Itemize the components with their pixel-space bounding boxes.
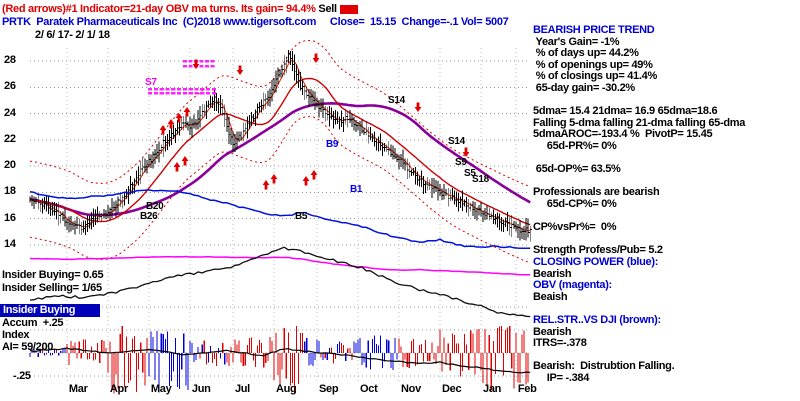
stat-line: Bearish — [533, 325, 572, 338]
stat-line: IP= -.384 — [533, 372, 590, 384]
lower-band — [29, 116, 531, 264]
price-grid — [30, 60, 530, 377]
ma65-line — [29, 101, 531, 217]
insider-buying-strip-text: Insider Buying — [3, 304, 76, 316]
minus-25-label: -.25 — [13, 370, 31, 382]
ai-label: AI= 59/200 — [2, 341, 54, 353]
stat-line: BEARISH PRICE TREND — [533, 24, 655, 36]
stat-line: Professionals are bearish — [533, 186, 660, 199]
indicator-headline-text: (Red arrows)#1 Indicator=21-day OBV ma t… — [2, 3, 316, 15]
insider-buying-strip: Insider Buying — [0, 304, 100, 317]
ma21-line — [29, 77, 531, 226]
insider-buying-label: Insider Buying= 0.65 — [2, 269, 104, 281]
red-down-arrows — [192, 53, 470, 157]
insider-selling-label: Insider Selling= 1/65 — [2, 282, 102, 294]
stat-line: 65d-PR%= 0% — [533, 140, 617, 152]
stat-line: Bearish: Distrubtion Falling. — [533, 360, 675, 373]
sell-dash-marks — [148, 60, 216, 95]
stat-line: REL.STR..VS DJI (brown): — [533, 314, 661, 326]
indicator-headline: (Red arrows)#1 Indicator=21-day OBV ma t… — [2, 4, 358, 15]
sell-signal-word: Sell — [318, 3, 337, 15]
stat-line: 65-day gain= -30.2% — [533, 82, 635, 94]
stat-line: Bearish — [533, 267, 572, 280]
stat-line: % of closings up= 41.4% — [533, 70, 657, 83]
stat-line: Falling 5-dma falling 21-dma falling 65-… — [533, 116, 746, 129]
accum-index-line — [29, 347, 531, 374]
closing-power-line — [29, 189, 531, 250]
stat-line: % of days up= 44.2% — [533, 47, 639, 60]
title-line: PRTK Paratek Pharmaceuticals Inc (C)2018… — [2, 16, 509, 28]
stat-line: CP%vsPr%= 0% — [533, 221, 617, 234]
accum-index-bars — [29, 326, 529, 395]
upper-band — [29, 39, 531, 188]
sell-signal-box — [339, 4, 358, 14]
obv-line — [29, 255, 531, 276]
stat-line: 5dmaAROC=-193.4 % PivotP= 15.45 — [533, 128, 713, 141]
index-label: Index — [2, 329, 30, 341]
ma5-line — [29, 59, 531, 232]
stat-line: Beaish — [533, 290, 568, 303]
stat-line: 5dma= 15.4 21dma= 16.9 65dma=18.6 — [533, 105, 718, 118]
stat-line: OBV (magenta): — [533, 279, 612, 292]
stat-line: Year's Gain= -1% — [533, 35, 620, 48]
stat-line: 65d-CP%= 0% — [533, 198, 617, 210]
accum-label: Accum +.25 — [2, 317, 64, 329]
stat-line: % of openings up= 49% — [533, 58, 653, 71]
stat-line: ITRS=-.378 — [533, 337, 587, 350]
red-up-arrows — [159, 107, 318, 190]
right-stats-panel: BEARISH PRICE TREND Year's Gain= -1% % o… — [533, 25, 799, 401]
stat-line: 65d-OP%= 63.5% — [533, 163, 621, 176]
stat-line: CLOSING POWER (blue): — [533, 256, 659, 268]
stat-line: Strength Profess/Pub= 5.2 — [533, 244, 663, 257]
date-range: 2/ 6/ 17- 2/ 1/ 18 — [35, 29, 110, 41]
price-bars — [29, 49, 532, 242]
relative-strength-line — [29, 246, 531, 318]
